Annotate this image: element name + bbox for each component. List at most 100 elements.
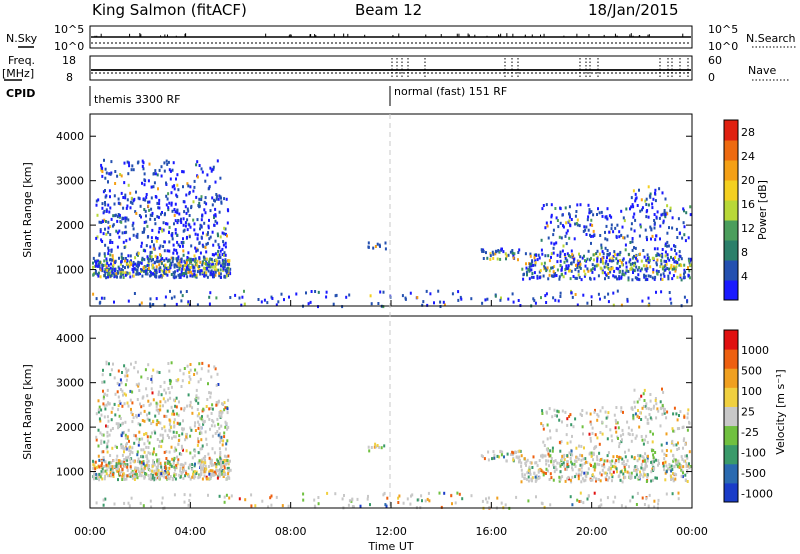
power-cell <box>168 266 171 270</box>
velocity-cell <box>130 411 133 415</box>
velocity-cell <box>533 471 536 475</box>
velocity-cell <box>102 389 104 393</box>
power-cell <box>317 305 319 309</box>
power-cell <box>143 230 145 234</box>
velocity-cell <box>567 475 570 479</box>
power-cell <box>187 258 190 262</box>
velocity-cell <box>673 429 676 433</box>
velocity-cell <box>180 452 183 456</box>
power-cell <box>133 292 136 295</box>
velocity-cell <box>223 460 226 463</box>
power-cell <box>213 216 215 219</box>
velocity-cell <box>97 474 100 478</box>
velocity-cell <box>155 465 158 469</box>
power-cell <box>226 269 229 273</box>
velocity-cell <box>204 458 206 462</box>
power-cell <box>634 254 637 258</box>
velocity-cell <box>158 371 161 374</box>
power-cell <box>379 290 382 294</box>
velocity-cell <box>573 463 576 466</box>
velocity-cell <box>652 456 655 460</box>
velocity-cell <box>302 492 305 496</box>
velocity-cell <box>491 457 493 461</box>
power-cell <box>545 301 548 304</box>
velocity-cell <box>175 396 178 400</box>
velocity-cell <box>563 453 566 457</box>
power-cell <box>687 257 690 261</box>
power-cell <box>138 214 141 217</box>
velocity-cell <box>156 419 159 423</box>
power-cell <box>374 245 377 248</box>
velocity-cell <box>111 446 114 450</box>
velocity-cell <box>543 471 545 475</box>
velocity-cell <box>185 469 187 473</box>
velocity-cell <box>168 391 171 395</box>
velocity-cell <box>226 427 229 431</box>
velocity-cell <box>558 479 561 483</box>
velocity-cell <box>612 470 615 474</box>
power-cell <box>192 218 195 222</box>
velocity-cell <box>620 470 623 474</box>
power-cell <box>159 226 162 230</box>
velocity-cell <box>102 402 105 406</box>
velocity-cell <box>590 451 593 455</box>
power-cell <box>668 271 671 275</box>
power-cell <box>673 244 675 248</box>
power-cell <box>128 264 131 268</box>
velocity-cell <box>128 439 130 443</box>
velocity-cell <box>651 449 653 453</box>
power-cell <box>541 207 544 211</box>
velocity-cell <box>137 422 140 426</box>
power-cell <box>106 268 109 272</box>
velocity-cell <box>584 474 587 478</box>
power-cell <box>120 272 123 276</box>
velocity-cell <box>219 451 222 454</box>
power-cell <box>215 262 218 266</box>
power-cell <box>192 265 195 269</box>
velocity-cell <box>119 378 122 382</box>
velocity-cell <box>217 422 220 426</box>
power-cell <box>560 236 563 240</box>
velocity-cell <box>635 470 638 474</box>
power-cell <box>685 211 688 215</box>
velocity-cell <box>606 454 609 458</box>
power-cell <box>204 246 207 249</box>
power-cell <box>567 264 570 268</box>
power-cell <box>205 250 208 254</box>
power-cell <box>644 228 647 232</box>
power-cell <box>631 237 634 240</box>
power-cell <box>666 244 668 248</box>
power-cell <box>597 207 599 211</box>
power-cell <box>600 267 603 271</box>
power-cell <box>504 252 507 256</box>
power-cell <box>181 241 184 245</box>
power-cell <box>170 273 173 276</box>
power-cell <box>570 249 573 253</box>
power-cell <box>530 275 533 279</box>
power-cell <box>632 268 635 272</box>
velocity-cell <box>610 434 613 438</box>
velocity-cell <box>549 436 552 440</box>
power-cell <box>627 278 630 282</box>
power-cell <box>678 263 681 267</box>
power-cell <box>661 278 664 281</box>
power-cell <box>627 252 630 256</box>
power-cell <box>635 256 637 260</box>
power-cell <box>622 216 625 220</box>
velocity-cell <box>198 475 201 479</box>
power-cell <box>459 295 462 299</box>
power-cell <box>176 208 179 212</box>
power-cell <box>568 205 571 209</box>
power-cell <box>174 228 177 232</box>
power-cell <box>166 273 169 277</box>
power-cell <box>198 265 201 268</box>
power-cell <box>214 270 217 274</box>
velocity-cell <box>677 441 679 445</box>
power-cell <box>370 302 373 306</box>
power-cell <box>534 259 537 263</box>
velocity-cell <box>659 400 662 404</box>
power-cell <box>604 277 606 281</box>
power-cell <box>638 278 641 282</box>
power-cell <box>129 254 132 258</box>
velocity-cell <box>152 419 155 423</box>
